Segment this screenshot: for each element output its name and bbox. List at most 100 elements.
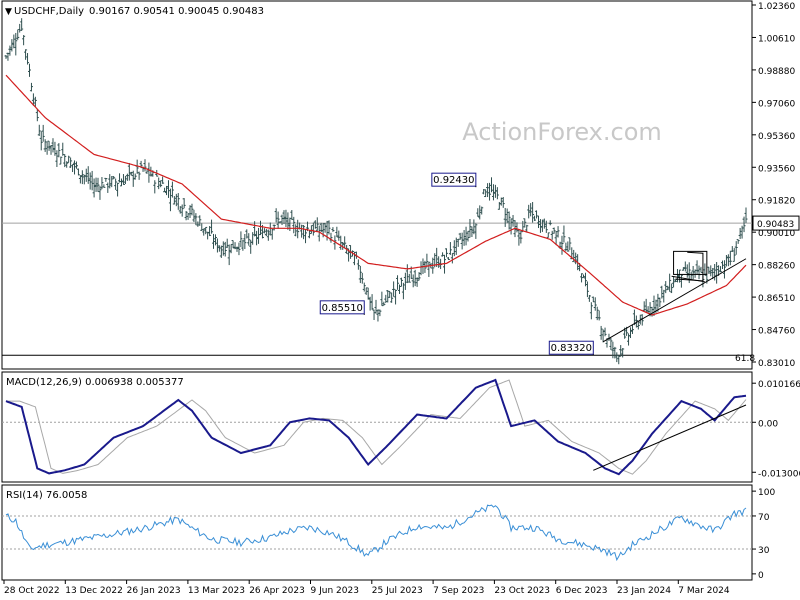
rsi-panel-frame (1, 484, 753, 581)
price-bar (188, 205, 192, 218)
price-bar (527, 204, 531, 219)
consolidation-box-bottom (671, 275, 705, 283)
price-bar (560, 235, 564, 255)
price-bar (474, 223, 478, 239)
annotation-box (431, 172, 477, 187)
price-bar (531, 201, 535, 223)
price-bar (478, 205, 482, 220)
price-bar (636, 321, 640, 330)
price-bar (427, 261, 431, 277)
price-bar (358, 265, 362, 284)
price-axis-label: 0.98880 (758, 67, 795, 77)
price-bar (564, 242, 568, 252)
price-bar (583, 272, 587, 287)
price-bar (280, 214, 284, 226)
price-bar (392, 281, 396, 297)
price-bar (229, 243, 233, 254)
price-bar (574, 252, 578, 265)
symbol-label: USDCHF,Daily (14, 6, 84, 17)
price-bar (672, 276, 676, 288)
price-axis-label: 0.97060 (758, 99, 795, 109)
price-bar (84, 168, 88, 182)
price-bar (22, 35, 26, 46)
ohlc-values: 0.90167 0.90541 0.90045 0.90483 (89, 6, 264, 17)
price-bar (491, 184, 495, 201)
price-bar (415, 277, 419, 287)
price-bar (225, 238, 229, 248)
price-bar (536, 215, 540, 229)
price-bar (535, 210, 539, 219)
price-bar (268, 222, 272, 236)
price-bar (284, 209, 288, 228)
price-bar (709, 265, 713, 277)
price-bar (664, 281, 668, 294)
macd-label: MACD(12,26,9) 0.006938 0.005377 (6, 377, 184, 388)
price-bar (165, 185, 169, 196)
price-bar (270, 228, 274, 240)
price-bar (264, 228, 268, 237)
price-bar (94, 177, 98, 192)
price-bar (204, 226, 208, 235)
price-bar (642, 301, 646, 312)
price-annotation: 0.92430 (431, 172, 477, 188)
price-bar (552, 227, 556, 234)
price-bar (20, 18, 24, 31)
price-bar (401, 282, 405, 300)
price-bar (599, 325, 603, 340)
price-bar (456, 238, 460, 247)
price-bar (722, 260, 726, 279)
price-bar (12, 34, 16, 49)
price-bar (217, 245, 221, 252)
price-bar (488, 182, 492, 201)
price-bar (247, 233, 251, 246)
price-bar (705, 275, 709, 284)
price-bar (546, 232, 550, 238)
annotation-label: 0.85510 (322, 303, 363, 314)
price-bar (490, 177, 494, 193)
price-bar (550, 230, 554, 240)
price-bar (292, 216, 296, 234)
price-bar (399, 277, 403, 287)
price-bar (202, 228, 206, 236)
price-bar (251, 232, 255, 245)
price-bar (343, 236, 347, 249)
price-bar (311, 222, 315, 236)
price-bar (580, 273, 584, 283)
price-bar (194, 213, 198, 226)
current-price-label: 0.90483 (757, 220, 794, 230)
price-bar (178, 206, 182, 214)
price-bar (452, 240, 456, 257)
price-bar (509, 218, 513, 235)
price-bar (335, 226, 339, 238)
price-bar (380, 291, 384, 307)
price-bar (159, 180, 163, 188)
price-bar (90, 170, 94, 191)
price-bar (721, 260, 725, 270)
price-bar (462, 230, 466, 246)
macd-signal-line (6, 379, 747, 475)
fib-level-label: 61.8 (735, 354, 755, 364)
price-bar (591, 296, 595, 303)
collapse-arrow-icon[interactable]: ▼ (5, 7, 12, 17)
price-bar (190, 203, 194, 216)
price-axis-label: 0.95360 (758, 132, 795, 142)
price-bar (309, 225, 313, 235)
price-bar (480, 206, 484, 215)
price-bar (627, 333, 631, 346)
price-bar (302, 224, 306, 240)
price-bar (73, 160, 77, 175)
price-bar (41, 124, 45, 142)
price-bar (523, 218, 527, 228)
price-bar (468, 218, 472, 238)
price-bar (681, 267, 685, 271)
price-bar (460, 232, 464, 250)
price-axis-label: 0.83010 (758, 359, 795, 369)
time-axis-label: 23 Jan 2024 (617, 586, 671, 596)
price-bar (215, 238, 219, 253)
price-bar (374, 299, 378, 314)
price-bar (331, 227, 335, 232)
price-bar (585, 281, 589, 298)
price-bar (742, 216, 746, 233)
annotation-label: 0.92430 (433, 175, 474, 186)
